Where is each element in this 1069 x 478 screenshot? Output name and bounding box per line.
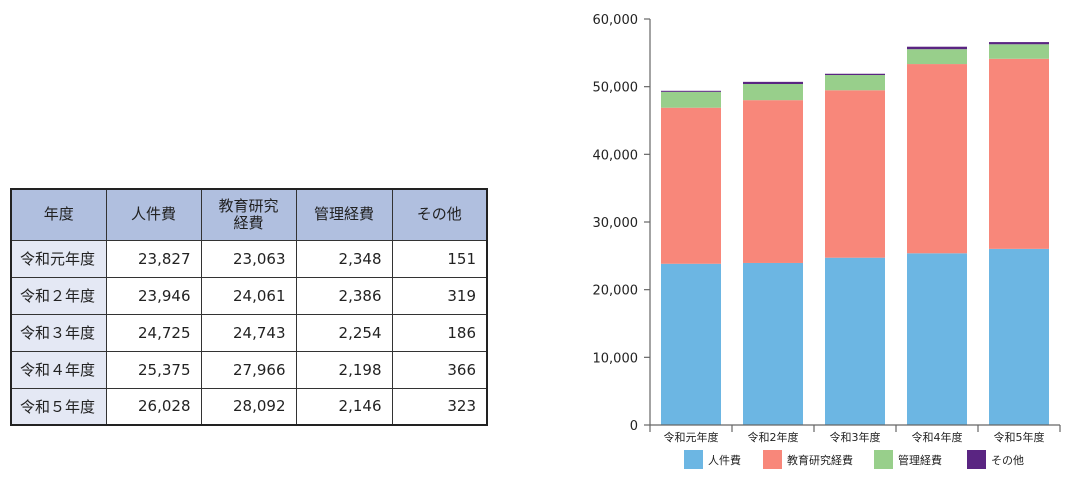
x-category-label: 令和5年度: [994, 430, 1045, 444]
bar-segment-management: [825, 75, 885, 91]
y-axis: 0 10,000 20,000 30,000 40,000 50,000 60,000: [593, 13, 651, 434]
value-cell: 24,725: [105, 313, 202, 352]
table-row: 令和３年度 24,725 24,743 2,254 186: [10, 313, 488, 352]
header-cell: その他: [391, 188, 488, 241]
value-cell: 25,375: [105, 350, 202, 389]
value-cell: 151: [391, 239, 488, 278]
bar-segment-other: [825, 73, 885, 76]
header-cell: 人件費: [105, 188, 202, 241]
y-tick-label: 20,000: [593, 284, 639, 299]
y-tick-label: 10,000: [593, 351, 639, 366]
x-category-label: 令和2年度: [748, 430, 799, 444]
value-cell: 23,946: [105, 276, 202, 315]
bar-segment-education-research: [825, 90, 885, 258]
legend-swatch: [874, 450, 893, 469]
legend: 人件費 教育研究経費 管理経費 その他: [684, 450, 1024, 469]
year-cell: 令和５年度: [10, 387, 107, 426]
bar-segment-personnel: [989, 248, 1049, 425]
bar-segment-education-research: [661, 107, 721, 264]
legend-swatch: [763, 450, 782, 469]
bar-segment-other: [661, 90, 721, 92]
value-cell: 2,198: [295, 350, 393, 389]
y-tick-label: 60,000: [593, 13, 639, 28]
data-table: 年度 人件費 教育研究 経費 管理経費 その他 令和元年度 23,827 23,063…: [10, 188, 488, 426]
value-cell: 27,966: [200, 350, 297, 389]
table-row: 令和元年度 23,827 23,063 2,348 151: [10, 239, 488, 278]
header-cell: 教育研究 経費: [200, 188, 297, 241]
value-cell: 2,146: [295, 387, 393, 426]
bar-segment-management: [661, 91, 721, 108]
table-body: 令和元年度 23,827 23,063 2,348 151 令和２年度 23,946 24,0…: [10, 239, 488, 426]
value-cell: 24,743: [200, 313, 297, 352]
year-cell: 令和３年度: [10, 313, 107, 352]
value-cell: 323: [391, 387, 488, 426]
value-cell: 2,386: [295, 276, 393, 315]
value-cell: 319: [391, 276, 488, 315]
x-category-label: 令和3年度: [830, 430, 881, 444]
y-tick-label: 50,000: [593, 81, 639, 96]
x-category-label: 令和4年度: [912, 430, 963, 444]
legend-label: その他: [991, 454, 1024, 467]
value-cell: 23,827: [105, 239, 202, 278]
year-cell: 令和２年度: [10, 276, 107, 315]
bar-segment-other: [989, 42, 1049, 45]
y-tick-label: 30,000: [593, 216, 639, 231]
value-cell: 2,348: [295, 239, 393, 278]
bar-segment-personnel: [907, 253, 967, 425]
legend-label: 教育研究経費: [787, 453, 853, 467]
value-cell: 24,061: [200, 276, 297, 315]
bar-segment-management: [907, 49, 967, 65]
bar-segment-other: [907, 46, 967, 50]
bar-segment-management: [743, 84, 803, 101]
value-cell: 2,254: [295, 313, 393, 352]
header-cell: 管理経費: [295, 188, 393, 241]
stacked-bar-chart: 0 10,000 20,000 30,000 40,000 50,000 60,000 令和…: [593, 13, 1061, 469]
legend-swatch: [967, 450, 986, 469]
y-tick-label: 40,000: [593, 148, 639, 163]
value-cell: 28,092: [200, 387, 297, 426]
table-header-row: 年度 人件費 教育研究 経費 管理経費 その他: [10, 188, 488, 241]
bar-segment-personnel: [743, 262, 803, 425]
legend-label: 人件費: [708, 453, 741, 467]
table-row: 令和２年度 23,946 24,061 2,386 319: [10, 276, 488, 315]
table-row: 令和４年度 25,375 27,966 2,198 366: [10, 350, 488, 389]
value-cell: 186: [391, 313, 488, 352]
bar-segment-education-research: [989, 58, 1049, 249]
bar-segment-education-research: [907, 64, 967, 254]
x-axis: 令和元年度 令和2年度 令和3年度 令和4年度 令和5年度: [649, 424, 1061, 444]
year-cell: 令和４年度: [10, 350, 107, 389]
bars: [661, 42, 1049, 425]
value-cell: 366: [391, 350, 488, 389]
year-cell: 令和元年度: [10, 239, 107, 278]
table-row: 令和５年度 26,028 28,092 2,146 323: [10, 387, 488, 426]
header-cell: 年度: [10, 188, 107, 241]
bar-segment-education-research: [743, 100, 803, 263]
x-category-label: 令和元年度: [664, 430, 719, 444]
value-cell: 23,063: [200, 239, 297, 278]
bar-segment-personnel: [661, 263, 721, 425]
legend-label: 管理経費: [898, 453, 942, 467]
legend-swatch: [684, 450, 703, 469]
bar-segment-management: [989, 44, 1049, 59]
bar-segment-personnel: [825, 257, 885, 425]
value-cell: 26,028: [105, 387, 202, 426]
y-tick-label: 0: [630, 419, 638, 434]
bar-segment-other: [743, 81, 803, 85]
